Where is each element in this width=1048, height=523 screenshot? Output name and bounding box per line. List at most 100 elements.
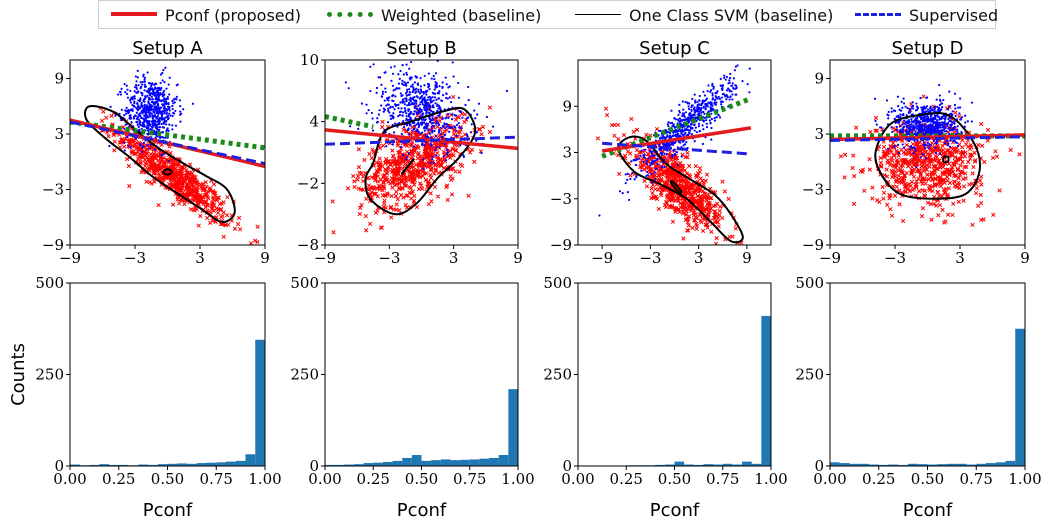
negative-point	[352, 179, 357, 184]
negative-point	[170, 202, 176, 207]
negative-point	[203, 193, 209, 199]
positive-point	[728, 79, 731, 82]
negative-point	[900, 218, 906, 224]
negative-point	[901, 177, 906, 183]
positive-point	[698, 103, 701, 106]
positive-point	[384, 87, 387, 90]
positive-point	[461, 116, 464, 119]
negative-point	[705, 192, 711, 197]
panel-title-2: Setup C	[639, 38, 710, 59]
positive-point	[713, 98, 717, 102]
negative-point	[892, 163, 897, 168]
positive-point	[426, 101, 430, 105]
positive-point	[422, 121, 426, 124]
positive-point	[383, 108, 387, 112]
positive-point	[142, 145, 145, 148]
negative-point	[931, 201, 936, 207]
positive-point	[419, 132, 422, 135]
positive-point	[675, 151, 678, 154]
positive-point	[132, 115, 135, 118]
positive-point	[759, 57, 761, 59]
positive-point	[168, 93, 171, 96]
positive-point	[130, 121, 133, 124]
negative-point	[450, 147, 455, 152]
negative-point	[221, 210, 226, 215]
positive-point	[670, 143, 673, 146]
positive-point	[161, 71, 164, 75]
positive-point	[369, 89, 372, 93]
positive-point	[405, 94, 408, 97]
negative-point	[374, 160, 379, 165]
negative-point	[194, 190, 199, 196]
negative-point	[881, 190, 887, 195]
negative-point	[433, 167, 439, 172]
negative-point	[925, 200, 931, 205]
negative-point	[634, 127, 640, 132]
positive-point	[416, 82, 419, 85]
negative-point	[410, 189, 415, 194]
negative-point	[112, 139, 117, 144]
negative-point	[172, 177, 177, 182]
positive-point	[954, 132, 957, 136]
negative-point	[177, 172, 183, 177]
positive-point	[673, 148, 676, 151]
negative-point	[940, 162, 946, 167]
negative-point	[654, 196, 660, 202]
positive-point	[936, 119, 939, 122]
positive-point	[141, 83, 144, 86]
positive-point	[419, 122, 422, 125]
positive-point	[914, 126, 917, 129]
y-tick-label: 10	[300, 51, 319, 69]
negative-point	[367, 151, 372, 157]
positive-point	[728, 98, 731, 101]
positive-point	[702, 110, 705, 114]
positive-point	[691, 97, 694, 100]
positive-point	[886, 147, 890, 150]
positive-point	[406, 81, 410, 84]
legend-label-supervised: Supervised	[909, 6, 999, 25]
ocsvm-inner-boundary	[669, 180, 683, 195]
negative-point	[204, 199, 209, 204]
positive-point	[902, 97, 905, 100]
negative-point	[956, 199, 961, 204]
negative-point	[388, 205, 393, 211]
positive-point	[405, 115, 408, 118]
negative-point	[907, 189, 912, 194]
negative-point	[414, 131, 419, 137]
positive-point	[663, 165, 666, 169]
positive-point	[711, 104, 714, 107]
negative-point	[685, 182, 690, 187]
positive-point	[135, 87, 138, 91]
positive-point	[150, 108, 153, 111]
negative-point	[124, 156, 130, 162]
negative-point	[687, 172, 692, 178]
positive-point	[734, 93, 737, 96]
positive-point	[434, 122, 438, 125]
negative-point	[238, 227, 243, 232]
negative-point	[487, 129, 493, 135]
negative-point	[715, 216, 721, 221]
negative-point	[414, 132, 419, 138]
positive-point	[396, 87, 399, 90]
negative-point	[942, 180, 947, 186]
positive-point	[360, 102, 364, 105]
negative-point	[423, 177, 429, 183]
positive-point	[671, 124, 675, 127]
positive-point	[451, 126, 454, 129]
positive-point	[646, 170, 649, 174]
positive-point	[444, 133, 447, 136]
positive-point	[907, 132, 911, 135]
x-tick-label: 9	[742, 249, 752, 267]
negative-point	[888, 147, 893, 153]
positive-point	[462, 154, 465, 157]
positive-point	[425, 112, 428, 115]
negative-point	[410, 152, 416, 157]
positive-point	[422, 92, 425, 95]
positive-point	[385, 145, 388, 148]
positive-point	[405, 156, 408, 159]
positive-point	[160, 154, 163, 157]
positive-point	[165, 116, 168, 119]
negative-point	[927, 188, 933, 193]
positive-point	[367, 109, 370, 112]
positive-point	[731, 98, 734, 101]
